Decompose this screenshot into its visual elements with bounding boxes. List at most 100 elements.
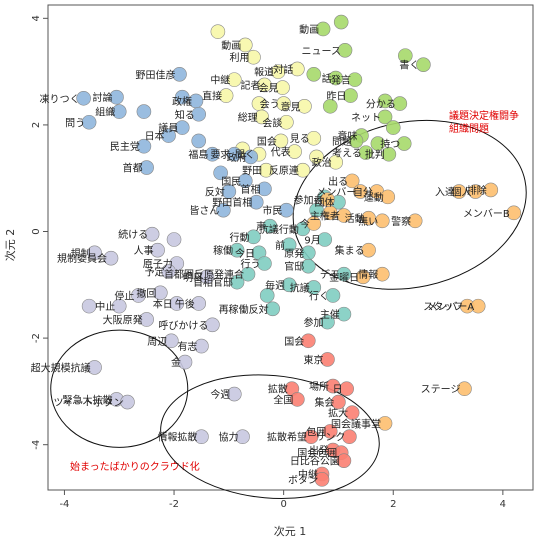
data-point — [109, 89, 124, 105]
point-label: 日比谷公園 — [290, 456, 340, 468]
data-point — [191, 106, 207, 122]
data-point — [246, 49, 261, 65]
data-point — [290, 392, 305, 407]
point-label: 入達 — [435, 187, 455, 199]
data-point — [161, 128, 176, 143]
point-label: 抗議行動 — [259, 223, 299, 236]
data-point — [279, 114, 294, 130]
data-point — [257, 77, 272, 93]
point-label: 午後 — [175, 297, 195, 310]
x-tick-label: 4 — [500, 499, 506, 510]
point-label: 持つ — [380, 138, 400, 151]
point-label: 情報拡散 — [157, 431, 197, 444]
point-label: 凍りつく — [40, 92, 80, 105]
data-point — [259, 288, 275, 303]
point-label: 話 — [322, 72, 332, 85]
point-label: 情報 — [358, 268, 378, 281]
point-layer — [76, 14, 522, 487]
data-point — [275, 80, 290, 95]
data-point — [392, 96, 408, 111]
cluster-ellipse — [160, 374, 380, 500]
data-point — [235, 429, 250, 445]
data-point — [306, 66, 322, 82]
point-label: ボタン — [288, 474, 318, 486]
data-point — [270, 64, 286, 79]
data-point — [339, 381, 354, 397]
data-point — [381, 146, 397, 162]
data-point — [336, 208, 352, 223]
data-point — [343, 88, 358, 103]
data-point — [111, 298, 127, 314]
point-label: 無い — [358, 215, 378, 228]
data-point — [257, 181, 272, 197]
point-label: 出る — [328, 175, 348, 188]
data-point — [333, 14, 349, 30]
data-point — [111, 104, 127, 119]
point-label: 本日 — [153, 297, 173, 310]
data-point — [218, 88, 234, 103]
y-tick-label: 4 — [31, 15, 42, 21]
data-point — [136, 104, 152, 119]
data-point — [273, 133, 289, 149]
point-label: 拡大 — [328, 407, 348, 420]
point-label: ステージ — [421, 385, 461, 396]
point-label: 中継 — [210, 74, 230, 87]
data-point — [281, 277, 297, 293]
point-label: 警察 — [391, 215, 411, 228]
data-point — [361, 242, 376, 258]
point-label: 稼働 — [213, 244, 233, 257]
data-point — [377, 109, 393, 125]
data-point — [191, 133, 207, 149]
point-label: 民主党 — [110, 140, 140, 153]
data-point — [199, 269, 215, 285]
data-point — [287, 144, 302, 159]
point-label: 自分 — [353, 186, 373, 199]
point-label: 周辺 — [147, 336, 167, 348]
point-label: 声 — [256, 220, 266, 233]
point-label: 原発 — [284, 247, 304, 260]
data-point — [136, 138, 152, 154]
data-point — [301, 333, 316, 349]
point-label: 緊急大拡散 — [63, 393, 113, 406]
point-label: 前 — [275, 239, 285, 252]
point-label: 9月 — [304, 235, 320, 247]
point-label: 批判 — [365, 148, 385, 161]
point-label: 発言 — [331, 74, 351, 87]
data-point — [483, 182, 499, 198]
x-tick-label: -2 — [169, 499, 179, 510]
point-label: 規制 — [71, 247, 91, 260]
data-point — [276, 96, 291, 111]
data-point — [265, 301, 280, 317]
point-label: 日本 — [145, 130, 165, 143]
point-label: 停止 — [114, 289, 134, 302]
axis-layer: -4 -2 0 2 4 -4 -2 0 2 4 — [31, 15, 506, 510]
point-label: 問題 — [332, 136, 352, 148]
data-point — [87, 360, 102, 375]
data-point — [258, 162, 274, 178]
point-label: 東京 — [303, 353, 323, 366]
data-point — [194, 338, 209, 354]
data-point — [506, 205, 522, 221]
point-label: 中継 — [298, 468, 318, 481]
y-tick-label: 0 — [31, 228, 42, 234]
point-label: 超大規模抗議 — [31, 361, 91, 374]
point-label: 活動 — [345, 212, 365, 225]
data-point — [315, 21, 331, 37]
data-point — [166, 232, 182, 247]
point-label: 議員 — [158, 122, 178, 135]
data-point — [306, 280, 322, 295]
point-label: 知る — [175, 108, 195, 121]
point-label: 首都 — [123, 162, 143, 175]
point-label: ネット — [351, 112, 381, 124]
point-label: ニュース — [302, 46, 342, 57]
data-point — [248, 194, 264, 210]
point-label: 政府 — [227, 151, 247, 164]
point-label: 国民 — [221, 176, 241, 188]
data-point — [320, 192, 335, 207]
data-point — [336, 453, 352, 468]
point-label: 今週 — [210, 388, 230, 401]
point-label: 聞く — [235, 149, 255, 161]
x-tick-label: -4 — [59, 499, 69, 510]
point-label: 考える — [332, 148, 362, 160]
